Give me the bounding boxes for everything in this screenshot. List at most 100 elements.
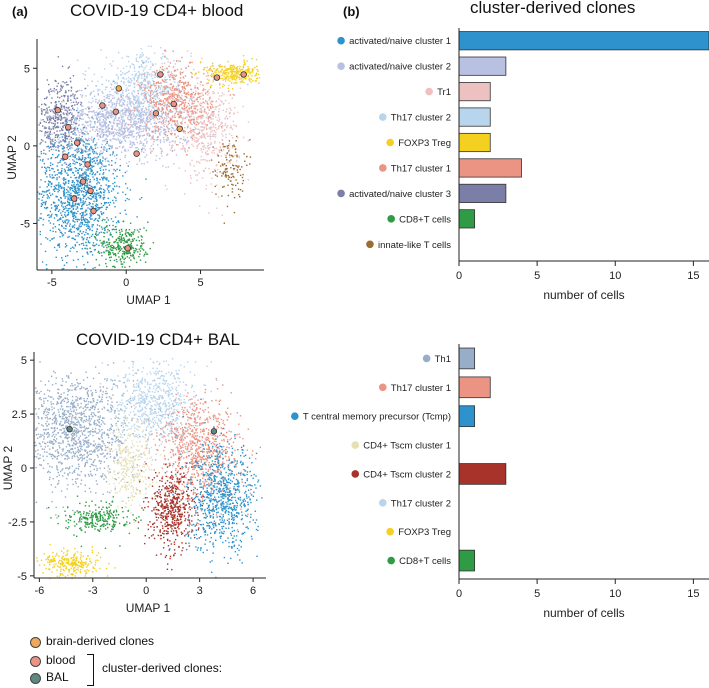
- clone-point: [240, 71, 247, 78]
- cluster-foxp3-treg: [36, 543, 116, 580]
- bar-x-tick-label: 15: [687, 588, 699, 600]
- bar-dot: [387, 215, 395, 223]
- bar-dot: [387, 556, 395, 565]
- bar-dot: [291, 412, 299, 420]
- bar-label: Tr1: [437, 87, 451, 98]
- bar-label: Th1: [435, 354, 451, 365]
- bar-dot: [378, 499, 387, 507]
- bar-label: innate-like T cells: [378, 240, 451, 251]
- cluster-th17-cluster-1: [110, 49, 235, 156]
- legend-bracket-label: cluster-derived clones:: [102, 661, 223, 675]
- bar-dot: [351, 441, 360, 449]
- bar-x-axis-label: number of cells: [543, 288, 624, 302]
- bar: [458, 209, 476, 229]
- bar-label: CD8+T cells: [399, 556, 451, 567]
- y-axis-label: UMAP 2: [1, 445, 15, 490]
- bar-x-axis-label: number of cells: [543, 606, 624, 620]
- blood-umap-chart: -5 0 5 5 0 -5 UMAP 1 UMAP 2: [5, 39, 264, 307]
- y-tick-label: -5: [17, 571, 27, 583]
- clone-point: [210, 428, 218, 435]
- cluster-activated-naive-cluster-2: [40, 71, 249, 172]
- bar-x-tick-label: 15: [687, 270, 699, 282]
- bar-label: T central memory precursor (Tcmp): [303, 412, 451, 423]
- cluster-innate-like-t-cells: [210, 135, 252, 224]
- cluster-cd4-tscm-cluster-1: [105, 393, 162, 526]
- bar-label: Th17 cluster 2: [391, 113, 451, 124]
- x-tick-label: 6: [250, 585, 256, 597]
- bar-dot: [337, 62, 345, 70]
- bar: [458, 82, 491, 102]
- legend-label-bal: BAL: [46, 670, 69, 684]
- y-tick-label: -5: [20, 218, 30, 230]
- bar-dot: [386, 138, 394, 147]
- bar: [458, 56, 507, 76]
- cluster-activated-naive-cluster-3: [37, 56, 90, 180]
- bar-x-tick-label: 0: [456, 270, 462, 282]
- bar-x-tick-label: 5: [534, 270, 540, 282]
- umap-points: [34, 358, 263, 580]
- bar: [458, 549, 476, 572]
- clone-point: [157, 71, 164, 78]
- bar-dot: [378, 113, 387, 121]
- clone-point: [115, 85, 122, 92]
- clone-point: [99, 102, 106, 109]
- cluster-t-central-memory-precursor-tcmp-: [164, 398, 263, 579]
- bar: [458, 158, 522, 178]
- y-axis-label: UMAP 2: [5, 135, 19, 180]
- legend-marker-brain: [30, 637, 41, 648]
- bal-umap-chart: -6 -3 0 3 6 5 2.5 0 -2.5 -5 UMAP 1 UMAP 2: [1, 352, 266, 615]
- bar-label: FOXP3 Treg: [398, 527, 451, 538]
- clone-point: [79, 178, 87, 185]
- cluster-th1: [34, 361, 165, 527]
- bar-dot: [378, 164, 387, 172]
- bar: [458, 107, 491, 127]
- legend-label-blood: blood: [46, 653, 76, 667]
- bar-label: activated/naive cluster 1: [349, 36, 451, 47]
- bar-x-tick-label: 5: [534, 588, 540, 600]
- bar: [458, 132, 491, 153]
- bar-label: CD4+ Tscm cluster 2: [363, 469, 451, 480]
- clone-point: [84, 161, 91, 168]
- bar-dot: [386, 527, 394, 536]
- y-tick-label: 2.5: [12, 409, 27, 421]
- x-tick-label: -3: [88, 585, 98, 597]
- bar: [458, 31, 709, 51]
- clone-point: [62, 153, 69, 160]
- cluster-activated-naive-cluster-1: [37, 80, 147, 270]
- y-tick-label: 5: [24, 63, 30, 75]
- clone-point: [73, 139, 81, 146]
- cluster-th17-cluster-2: [77, 45, 201, 140]
- bar-dot: [425, 87, 433, 96]
- clone-point: [152, 110, 160, 117]
- x-tick-label: -6: [34, 585, 44, 597]
- legend-marker-bal: [30, 673, 41, 684]
- bar-label: activated/naive cluster 2: [349, 62, 451, 73]
- y-tick-label: -2.5: [8, 517, 27, 529]
- y-tick-label: 5: [21, 355, 27, 367]
- bar: [458, 347, 476, 370]
- bar-dot: [378, 383, 387, 392]
- y-tick-label: 0: [21, 463, 27, 475]
- bar: [458, 463, 507, 485]
- panel-label-a: (a): [12, 4, 28, 19]
- y-tick-label: 0: [24, 141, 30, 153]
- bar-label: Th17 cluster 1: [391, 163, 451, 174]
- bar-label: CD4+ Tscm cluster 1: [363, 441, 451, 452]
- bar-label: Th17 cluster 1: [391, 383, 451, 394]
- blood-bar-chart: activated/naive cluster 1 activated/naive…: [337, 28, 709, 302]
- bar-dot: [337, 189, 345, 198]
- bar-x-tick-label: 0: [456, 588, 462, 600]
- bar-dot: [337, 36, 345, 45]
- x-tick-label: 5: [197, 277, 203, 289]
- cluster-cd8-t-cells: [48, 495, 145, 549]
- bar-dot: [366, 240, 374, 249]
- x-tick-label: -5: [47, 277, 57, 289]
- panel-label-b: (b): [343, 4, 360, 19]
- x-tick-label: 0: [123, 277, 129, 289]
- x-axis-label: UMAP 1: [126, 293, 171, 307]
- bar-label: FOXP3 Treg: [398, 138, 451, 149]
- legend: brain-derived clones blood BAL cluster-d…: [30, 632, 290, 688]
- cluster-cd8-t-cells: [84, 219, 155, 269]
- clone-point: [54, 106, 62, 114]
- clone-point: [170, 100, 177, 108]
